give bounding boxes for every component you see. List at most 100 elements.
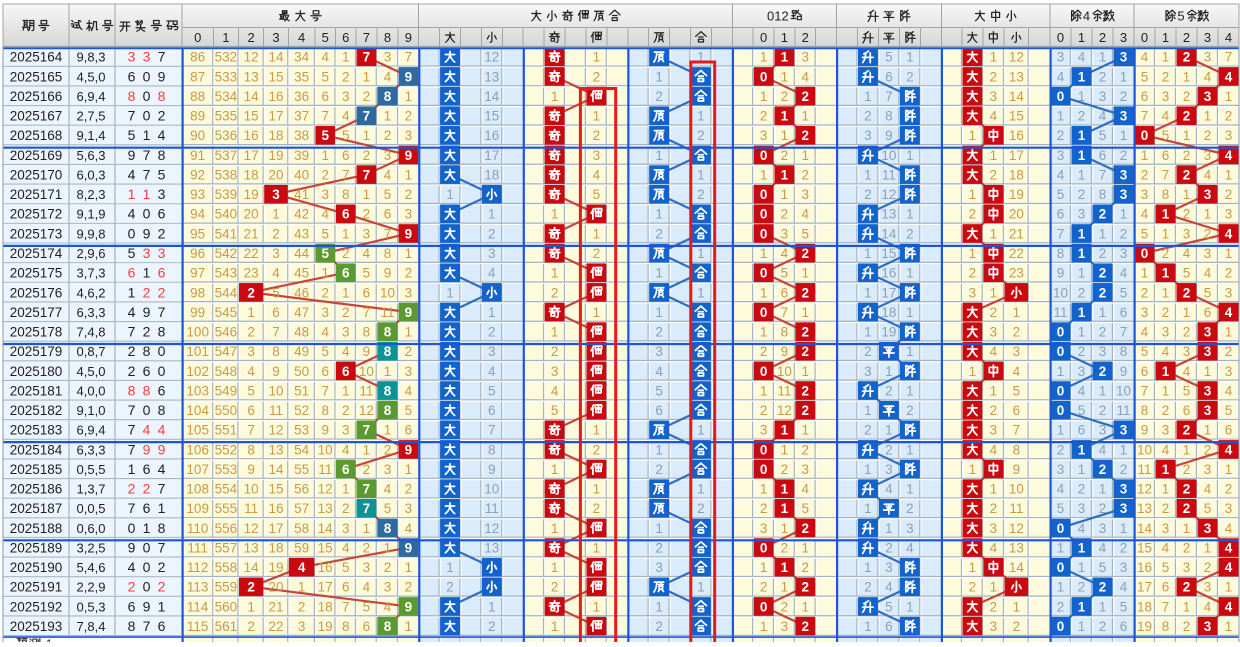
svg-text:2: 2 [1183,207,1191,222]
svg-text:2: 2 [247,325,255,340]
svg-text:3: 3 [158,186,166,202]
svg-text:2: 2 [128,343,136,359]
svg-text:114: 114 [187,599,209,614]
svg-text:1: 1 [1183,187,1191,202]
svg-text:2: 2 [363,207,371,222]
svg-text:2: 2 [655,226,663,241]
svg-text:2: 2 [1141,168,1149,183]
svg-text:14: 14 [268,50,284,65]
svg-text:8: 8 [272,344,280,359]
svg-text:1: 1 [272,207,280,222]
svg-text:22: 22 [1009,246,1024,261]
svg-text:1: 1 [247,599,255,614]
svg-text:8: 8 [384,89,392,104]
svg-text:2: 2 [781,462,789,477]
svg-text:1: 1 [906,482,914,497]
svg-text:2: 2 [1183,148,1191,163]
svg-text:4: 4 [1141,325,1149,340]
svg-text:1: 1 [1057,580,1065,595]
svg-text:0: 0 [1057,89,1065,104]
svg-text:2: 2 [158,284,166,300]
svg-text:4: 4 [885,482,893,497]
svg-text:1: 1 [384,541,392,556]
svg-text:2: 2 [1183,285,1191,300]
svg-text:88: 88 [190,89,205,104]
svg-text:20: 20 [244,207,259,222]
svg-text:2: 2 [1162,69,1170,84]
svg-text:1: 1 [697,482,705,497]
svg-text:0,0,5: 0,0,5 [77,501,106,516]
svg-text:12: 12 [1137,482,1152,497]
svg-text:6: 6 [488,403,496,418]
svg-text:8: 8 [384,344,392,359]
svg-text:1: 1 [990,50,998,65]
svg-text:10: 10 [380,285,395,300]
svg-text:21: 21 [268,599,283,614]
svg-text:4: 4 [1162,442,1170,457]
svg-text:8: 8 [128,618,136,634]
svg-text:49: 49 [294,344,309,359]
svg-text:111: 111 [187,541,208,556]
svg-text:1: 1 [1162,266,1170,281]
svg-text:2: 2 [488,325,496,340]
svg-text:2: 2 [593,442,601,457]
svg-text:533: 533 [215,69,238,84]
svg-text:2: 2 [990,599,998,614]
svg-text:12: 12 [268,423,283,438]
svg-text:17: 17 [1009,148,1024,163]
svg-text:8: 8 [384,325,392,340]
svg-text:7: 7 [321,383,329,398]
svg-text:6: 6 [158,206,166,222]
svg-text:6: 6 [1013,403,1021,418]
svg-text:7: 7 [488,423,496,438]
svg-text:1: 1 [143,265,151,281]
svg-text:535: 535 [215,109,238,124]
svg-text:105: 105 [186,423,209,438]
svg-text:2: 2 [1183,619,1191,634]
svg-text:1: 1 [1099,383,1107,398]
svg-text:0: 0 [1141,128,1149,143]
svg-text:17: 17 [484,148,499,163]
svg-text:7: 7 [363,423,371,438]
svg-text:1: 1 [1225,325,1233,340]
svg-text:5: 5 [1204,285,1212,300]
svg-text:1: 1 [864,619,872,634]
svg-text:0: 0 [143,108,151,124]
svg-text:19: 19 [268,560,283,575]
svg-text:2025192: 2025192 [10,599,63,614]
svg-text:7: 7 [405,50,413,65]
svg-text:1: 1 [363,442,371,457]
svg-text:3: 3 [1120,168,1128,183]
svg-text:2: 2 [128,363,136,379]
svg-text:2: 2 [405,109,413,124]
svg-text:1: 1 [781,168,789,183]
svg-text:3: 3 [1078,207,1086,222]
svg-text:1: 1 [885,521,893,536]
svg-text:2: 2 [1225,109,1233,124]
svg-text:1: 1 [801,305,809,320]
svg-text:4: 4 [342,442,350,457]
svg-text:4: 4 [1225,383,1233,398]
svg-text:7: 7 [1225,50,1233,65]
svg-text:4: 4 [781,246,789,261]
svg-text:5: 5 [1162,560,1170,575]
svg-text:1: 1 [1183,128,1191,143]
svg-text:4: 4 [1099,442,1107,457]
svg-text:1: 1 [384,423,392,438]
svg-text:2025174: 2025174 [10,246,63,261]
svg-text:2: 2 [781,541,789,556]
svg-text:1: 1 [593,109,601,124]
svg-text:4: 4 [1225,521,1233,536]
svg-text:2: 2 [446,580,454,595]
svg-text:3: 3 [143,245,151,261]
svg-text:2: 2 [128,579,136,595]
svg-text:2025178: 2025178 [10,325,63,340]
svg-text:2: 2 [1057,128,1065,143]
svg-text:1: 1 [801,148,809,163]
svg-text:2: 2 [1162,305,1170,320]
svg-text:4: 4 [488,364,496,379]
svg-text:6: 6 [363,285,371,300]
svg-text:1,3,7: 1,3,7 [77,482,106,497]
svg-text:3: 3 [1120,30,1127,45]
svg-text:2: 2 [1225,187,1233,202]
